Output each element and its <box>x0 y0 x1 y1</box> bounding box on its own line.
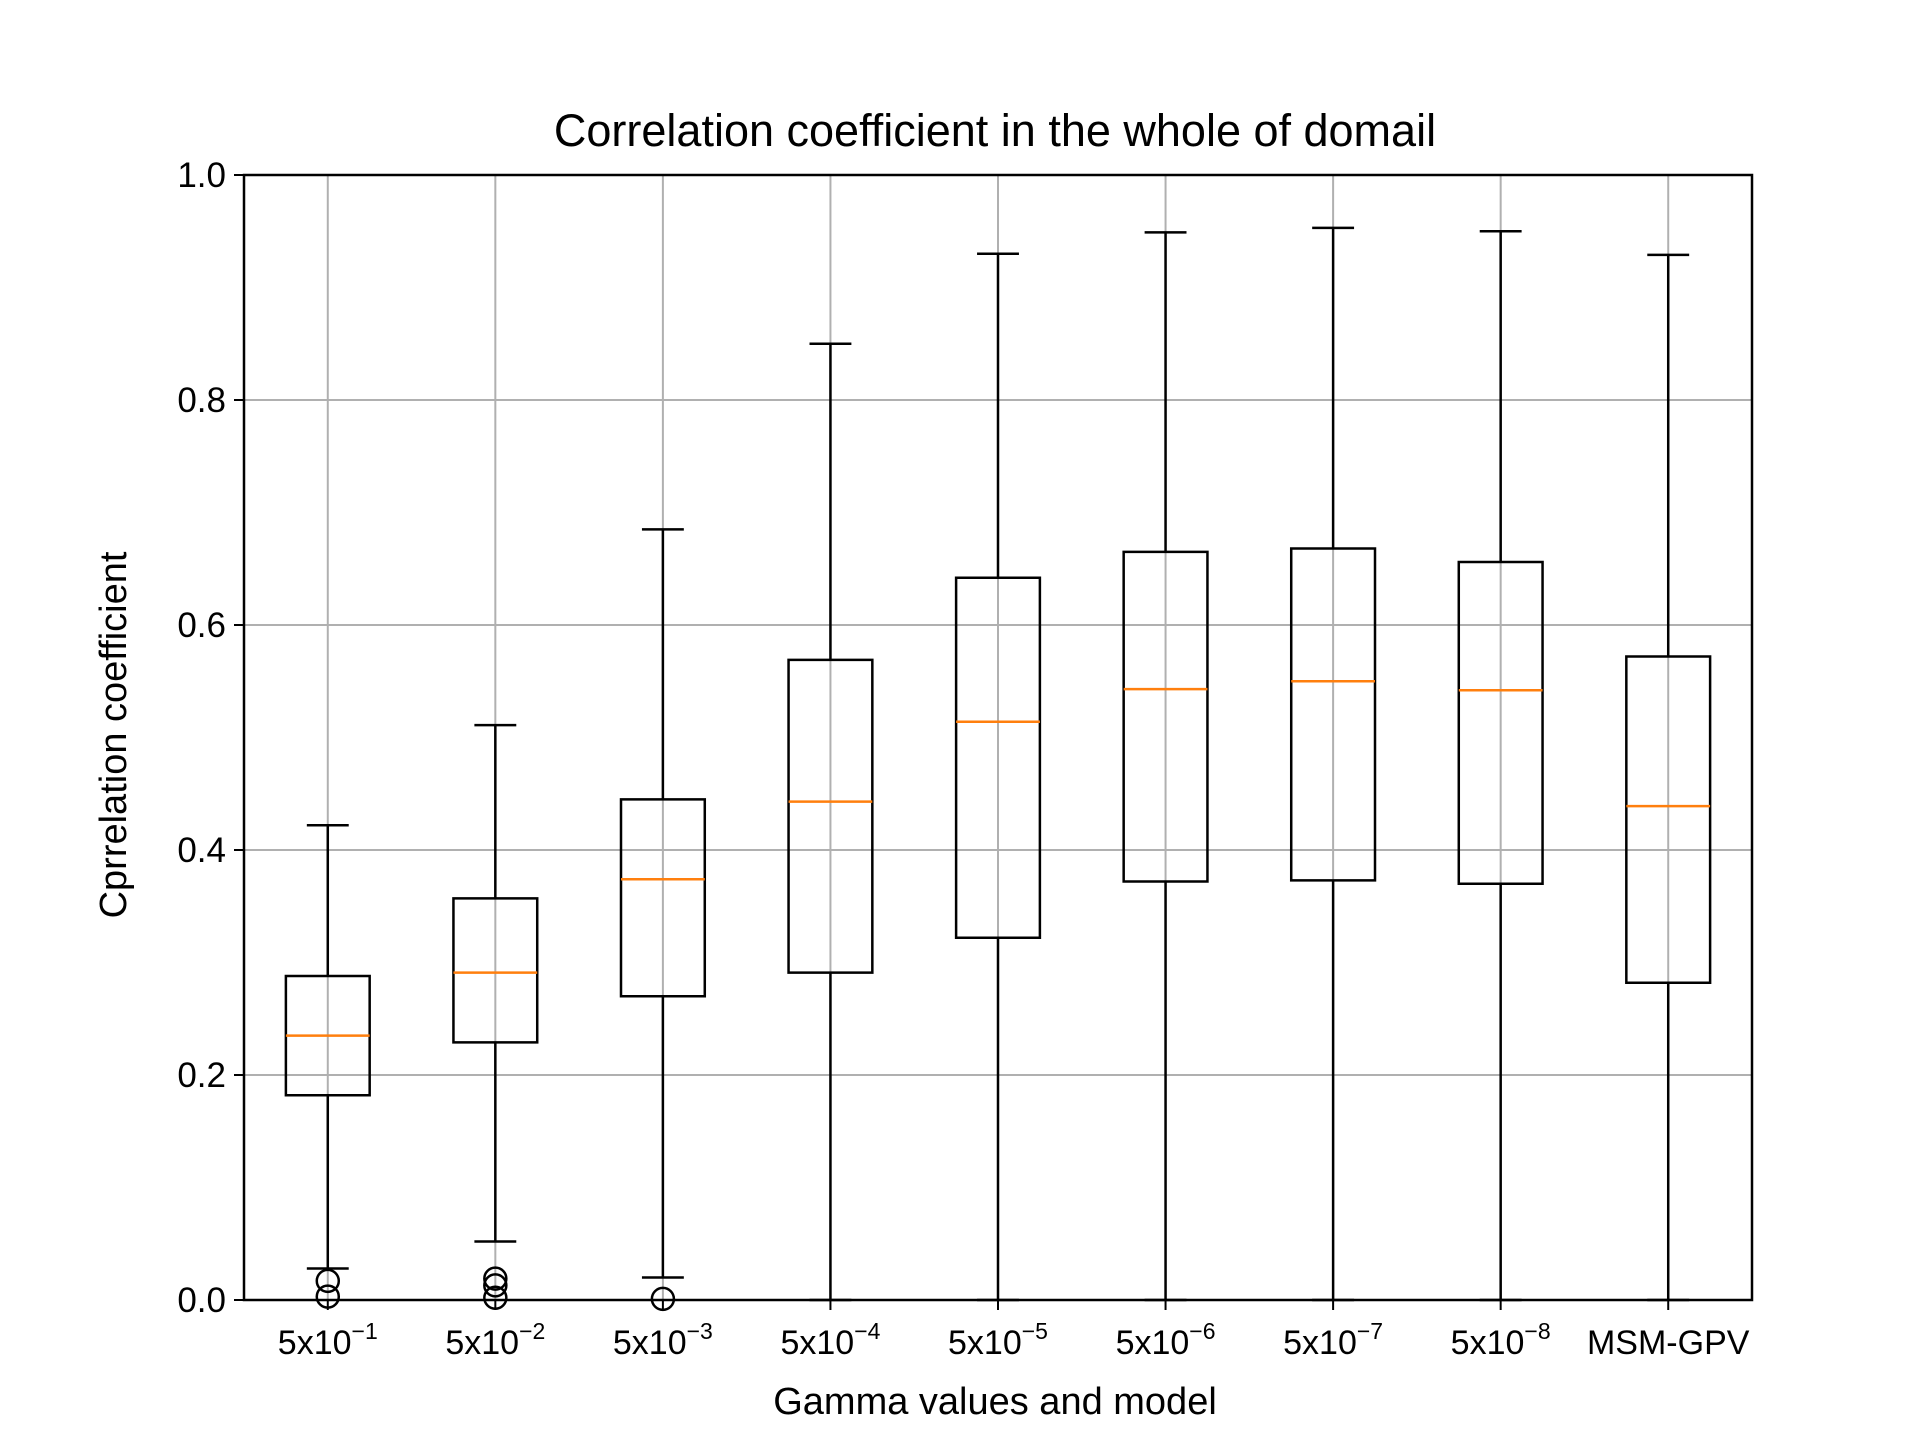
x-tick-label: 5x10−2 <box>445 1318 545 1362</box>
x-tick-label: 5x10−5 <box>948 1318 1048 1362</box>
y-tick-label: 0.4 <box>177 831 226 870</box>
box-iqr <box>619 798 707 998</box>
box-iqr <box>452 897 539 1044</box>
y-tick-label: 0.8 <box>177 381 226 420</box>
y-tick-label: 0.6 <box>177 606 226 645</box>
box-iqr <box>1122 550 1209 883</box>
box-iqr <box>1457 560 1544 885</box>
y-tick-label: 0.0 <box>177 1281 226 1320</box>
chart-title: Correlation coefficient in the whole of … <box>554 105 1436 156</box>
box-group <box>452 723 539 1310</box>
x-tick-label: 5x10−1 <box>278 1318 378 1362</box>
box-iqr <box>954 576 1042 939</box>
boxes <box>284 226 1712 1312</box>
y-ticks: 0.0 0.2 0.4 0.6 0.8 1.0 <box>177 156 244 1320</box>
y-tick-label: 0.2 <box>177 1056 226 1095</box>
box-iqr <box>787 658 874 974</box>
outlier-point <box>483 1273 508 1298</box>
outlier-point <box>315 1268 341 1294</box>
box-group <box>1457 230 1544 1302</box>
x-tick-label: 5x10−4 <box>780 1318 880 1362</box>
x-tick-label: 5x10−8 <box>1451 1318 1551 1362</box>
box-iqr <box>1289 547 1377 882</box>
x-tick-label: 5x10−7 <box>1283 1318 1383 1362</box>
box-group <box>787 342 874 1302</box>
y-axis-label: Cprrelation coefficient <box>93 551 135 918</box>
box-group <box>284 824 371 1309</box>
x-tick-label: MSM-GPV <box>1587 1324 1750 1362</box>
y-tick-label: 1.0 <box>177 156 226 195</box>
box-group <box>1122 231 1209 1302</box>
x-ticks: 5x10−1 5x10−2 5x10−3 5x10−4 5x10−5 5x10−6 5x10… <box>278 1300 1750 1362</box>
outlier-point <box>483 1266 508 1291</box>
box-iqr <box>1625 655 1712 984</box>
x-tick-label: 5x10−6 <box>1116 1318 1216 1362</box>
x-tick-label: 5x10−3 <box>613 1318 713 1362</box>
x-axis-label: Gamma values and model <box>773 1381 1217 1423</box>
